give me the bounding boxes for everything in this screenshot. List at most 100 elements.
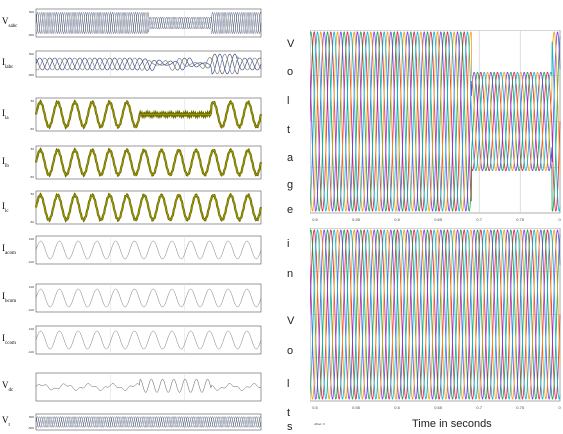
scope-xtick-label: 0.55 (352, 405, 361, 410)
phase-0-trace (35, 416, 262, 428)
vertical-letter: a (287, 152, 294, 164)
scope-xtick-label: 0.75 (516, 405, 525, 410)
vertical-letter: t (287, 124, 291, 136)
ytick-label: -100 (28, 260, 34, 264)
scope-phase-3-trace (310, 229, 561, 400)
strip-plot-vabc: 500 -500 (28, 8, 262, 38)
strip-label-vt: Vt (2, 415, 10, 428)
scope-xtick-label: 0.6 (394, 217, 400, 222)
scope-phase-4-trace (310, 229, 561, 400)
right-scope-panel: 0.5 0.55 0.6 0.65 0.7 0.75 0.8 0.5 0.55 0.6 0.65 0… (282, 0, 563, 434)
offset-note: offset: 0 (314, 422, 325, 426)
scope-phase-1-trace (310, 229, 561, 400)
vertical-letter: l (287, 95, 290, 107)
phase-1-trace (35, 53, 262, 75)
vertical-letter: o (287, 345, 294, 357)
scope-xtick-label: 0.5 (312, 217, 318, 222)
phase-2-trace (35, 53, 262, 75)
ytick-label: -50 (30, 175, 35, 179)
scope-xtick-label: 0.65 (434, 405, 443, 410)
scope-phase-2-trace (310, 31, 561, 212)
strip-iacom: Iacom 100 -100 (0, 235, 270, 265)
strip-label-main: V (2, 415, 9, 425)
strip-plot-ic: 50 -50 (30, 190, 263, 225)
strip-label-iabc: Ilabc (2, 57, 13, 70)
strip-vabc: Vsabc 500 -500 (0, 8, 270, 38)
strip-ibcom: Ibcom 100 -100 (0, 283, 270, 313)
vertical-letter: s (287, 421, 293, 433)
vertical-letter: n (287, 268, 294, 280)
strip-label-main: I (2, 333, 5, 343)
strip-iccom: Iccom 100 -100 (0, 325, 270, 355)
strip-vt: Vt 500 -500 (0, 413, 270, 431)
scope-xtick-label: 0.5 (312, 405, 318, 410)
strip-plot-iacom: 100 -100 (28, 235, 262, 265)
vertical-letter: e (287, 204, 294, 216)
scope-xtick-label: 0.75 (516, 217, 525, 222)
strip-label-main: I (2, 200, 5, 211)
strip-label-vdc: Vdc (2, 380, 13, 393)
phase-2-trace (35, 416, 262, 428)
plot-frame (35, 372, 262, 402)
strip-label-ic: Ilc (2, 201, 9, 214)
strip-plot-ibcom: 100 -100 (28, 283, 262, 313)
scope-xtick-label: 0.7 (476, 217, 482, 222)
scope-xtick-label: 0.7 (476, 405, 482, 410)
phase-1-trace (35, 416, 262, 428)
vertical-letter: i (287, 238, 290, 250)
strip-label-main: V (2, 16, 9, 26)
strip-label-main: I (2, 57, 5, 67)
ytick-label: -500 (28, 33, 34, 37)
ytick-label: 100 (29, 285, 34, 289)
strip-ic: Ilc 50 -50 (0, 190, 270, 225)
strip-label-sub: la (5, 115, 9, 121)
scope-xtick-label: 0.65 (434, 217, 443, 222)
strip-plot-vt: 500 -500 (28, 413, 262, 431)
phase-0-trace (35, 53, 262, 75)
strip-plot-iabc: 500 -500 (28, 50, 262, 78)
strip-label-vabc: Vsabc (2, 16, 17, 29)
strip-label-iccom: Iccom (2, 333, 16, 346)
strip-label-ib: Ilb (2, 156, 9, 169)
ytick-label: 500 (29, 10, 34, 14)
ytick-label: -500 (28, 73, 34, 77)
scope-phase-0-trace (310, 229, 561, 400)
scope-xtick-label: 0.8 (558, 217, 561, 222)
ytick-label: -50 (30, 127, 35, 131)
ytick-label: 50 (31, 147, 35, 151)
strip-label-sub: bcom (5, 298, 17, 304)
scope-phase-2-trace (310, 229, 561, 400)
current-trace-inner (35, 149, 262, 176)
vertical-letter: g (287, 179, 294, 191)
current-trace-inner (35, 101, 262, 128)
scope-xtick-label: 0.6 (394, 405, 400, 410)
vertical-letter: V (287, 38, 295, 50)
strip-label-ibcom: Ibcom (2, 291, 16, 304)
vertical-letter: o (287, 66, 294, 78)
strip-label-ia: Ila (2, 108, 9, 121)
strip-plot-ib: 50 -50 (30, 145, 263, 180)
strip-iabc: Ilabc 500 -500 (0, 50, 270, 78)
scope-phase-0-trace (310, 31, 561, 212)
ytick-label: -500 (28, 426, 34, 430)
strip-label-main: I (2, 107, 5, 118)
left-waveform-panel: Vsabc 500 -500 Ilabc 500 -500 Ila 50 -50 Ilb 50 -50… (0, 0, 270, 434)
strip-label-sub: t (8, 422, 10, 428)
comp-current-trace (35, 288, 262, 308)
current-trace-inner (35, 194, 262, 221)
strip-label-main: I (2, 243, 5, 253)
dc-voltage-trace (35, 378, 262, 393)
strip-plot-ia: 50 -50 (30, 97, 263, 132)
ytick-label: -100 (28, 308, 34, 312)
strip-label-sub: lb (5, 163, 9, 169)
strip-label-main: I (2, 291, 5, 301)
scope-xtick-label: 0.55 (352, 217, 361, 222)
phase-0-trace (35, 11, 262, 35)
ytick-label: -50 (30, 220, 35, 224)
strip-label-sub: ccom (5, 340, 16, 346)
strip-label-main: V (2, 380, 9, 390)
strip-ia: Ila 50 -50 (0, 97, 270, 132)
strip-label-iacom: Iacom (2, 243, 16, 256)
strip-label-sub: sabc (8, 23, 18, 29)
phase-2-trace (35, 11, 262, 35)
